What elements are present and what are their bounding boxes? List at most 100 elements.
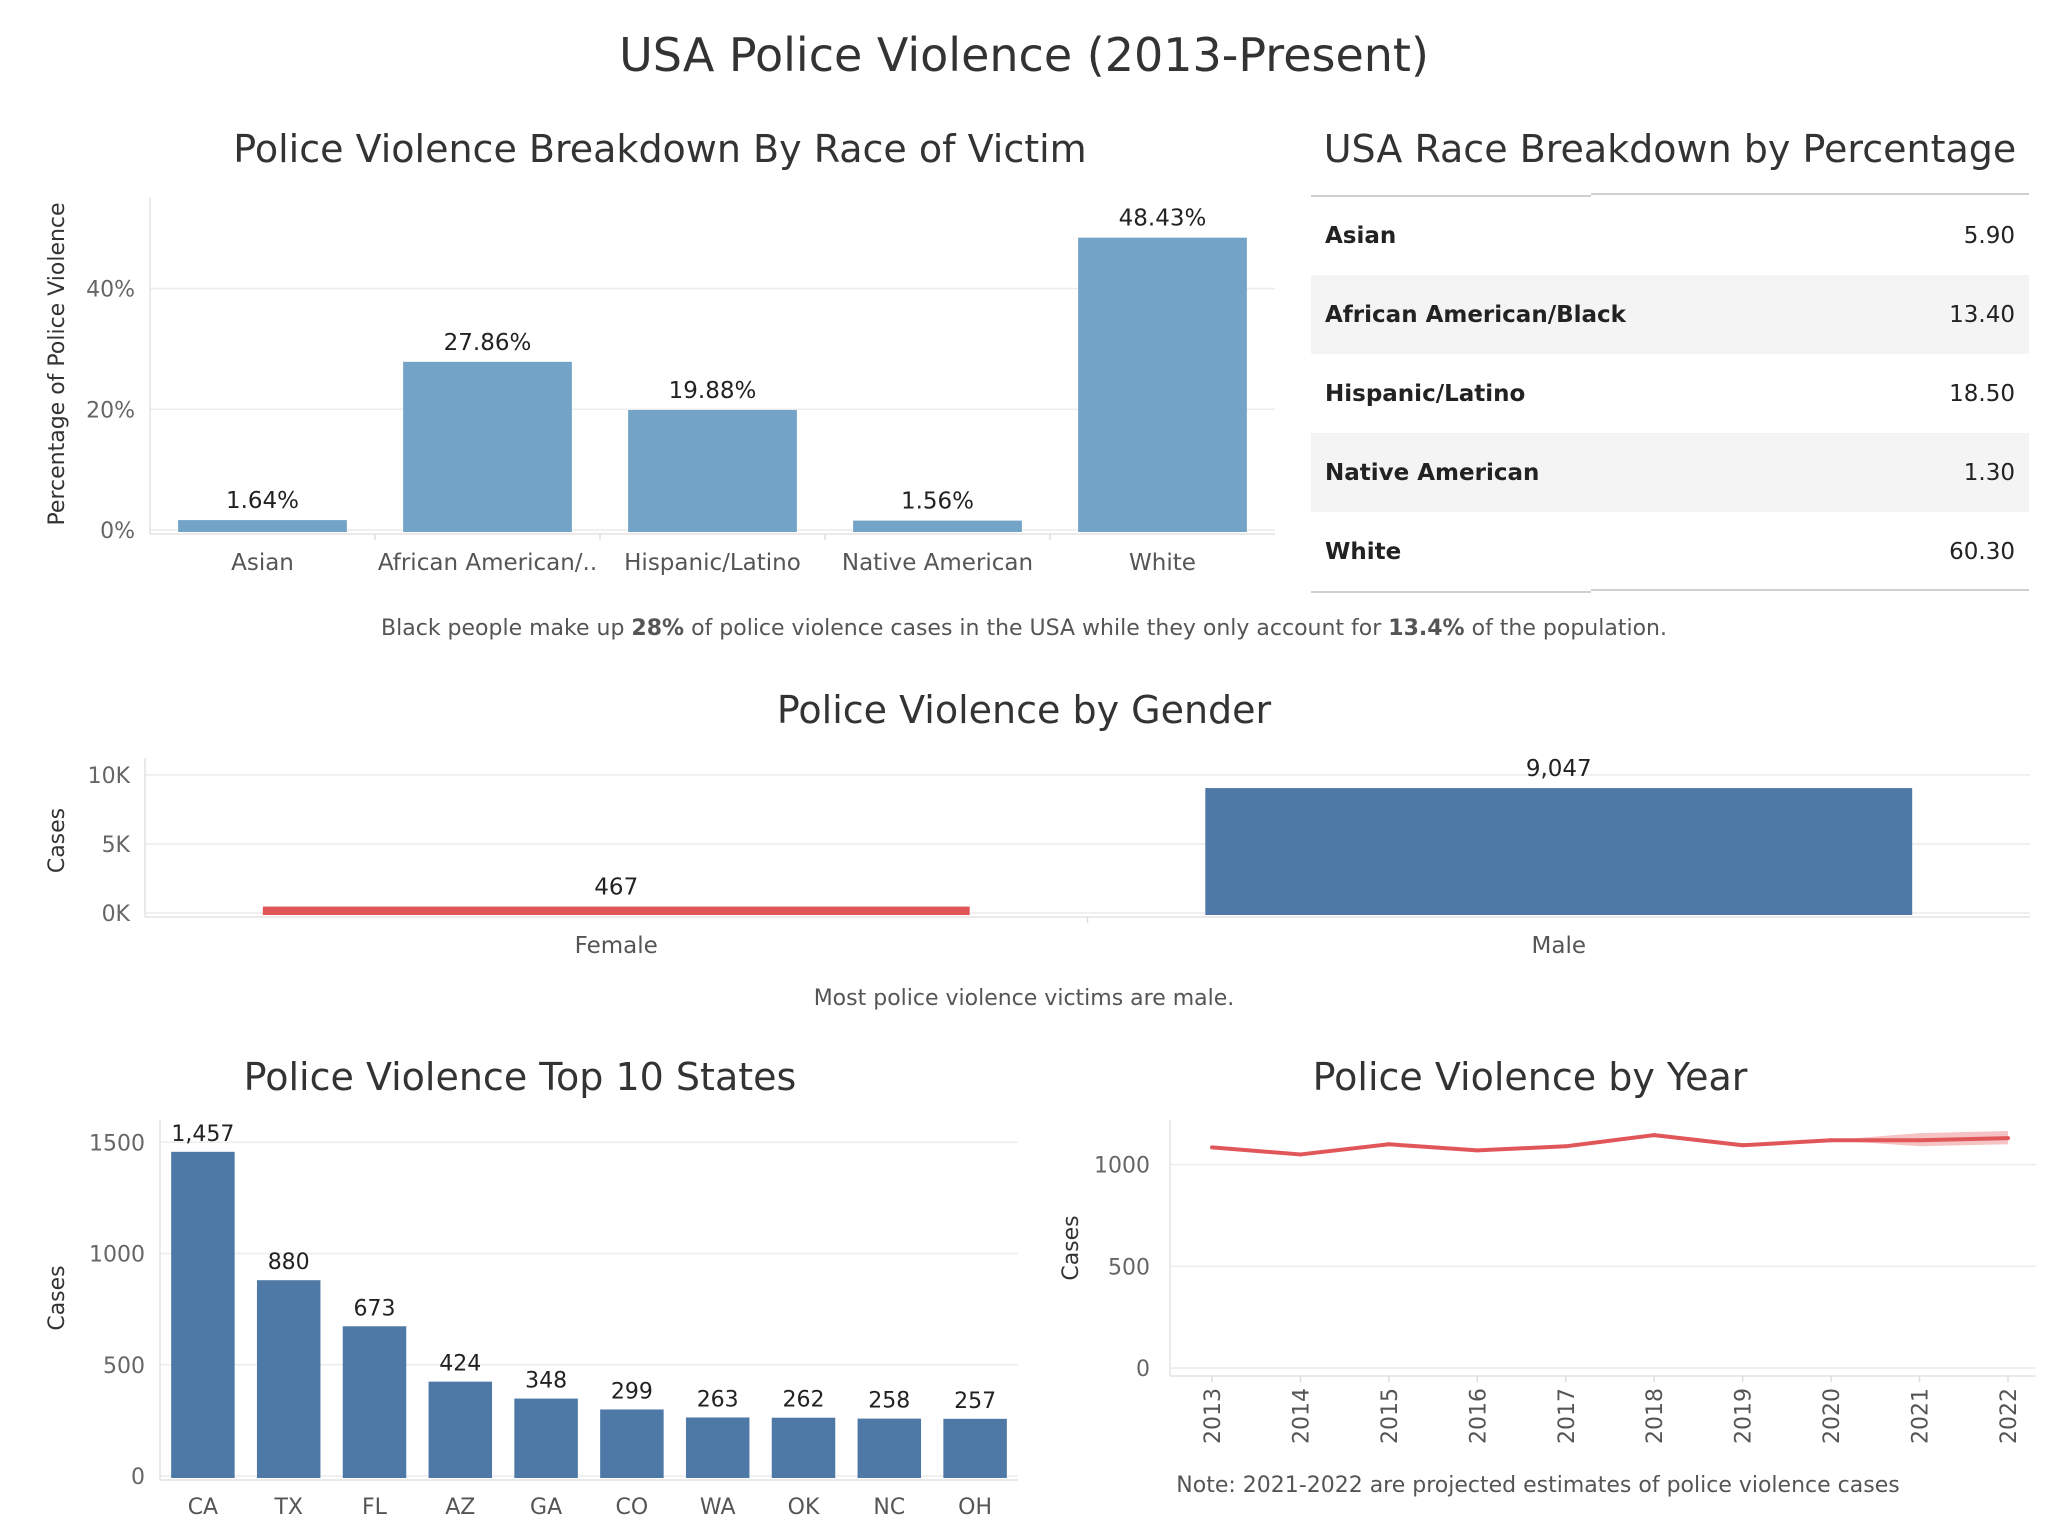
year-y-axis-label: Cases (1059, 1215, 1084, 1280)
states-bar-value-label: 263 (697, 1387, 739, 1412)
race-table-bottom-divider-left (1311, 591, 1591, 593)
states-bar-value-label: 262 (783, 1388, 825, 1413)
race-table-value: 1.30 (1963, 459, 2015, 486)
states-bar-value-label: 1,457 (171, 1122, 234, 1147)
race-table-name: Hispanic/Latino (1325, 380, 1526, 407)
race-bar-value-label: 1.56% (901, 489, 974, 515)
year-x-tick-label: 2016 (1466, 1388, 1491, 1444)
year-data-point (1740, 1143, 1745, 1148)
states-bar-value-label: 348 (525, 1369, 567, 1394)
states-y-tick-label: 1000 (89, 1243, 145, 1268)
dashboard-title: USA Police Violence (2013-Present) (619, 28, 1429, 82)
year-data-point (1917, 1138, 1922, 1143)
states-bar (514, 1398, 578, 1478)
race-note-pre: Black people make up (381, 616, 632, 641)
year-x-tick-label: 2021 (1909, 1388, 1934, 1444)
race-table-value: 5.90 (1963, 222, 2015, 249)
race-note: Black people make up 28% of police viole… (0, 616, 2048, 641)
race-bar (1078, 237, 1247, 532)
race-table-name: Asian (1325, 222, 1397, 249)
states-bar-value-label: 299 (611, 1379, 653, 1404)
states-y-tick-label: 500 (103, 1354, 145, 1379)
race-note-mid: of police violence cases in the USA whil… (684, 616, 1389, 641)
race-bar (403, 361, 572, 532)
year-x-tick-label: 2018 (1643, 1388, 1668, 1444)
states-bar (685, 1417, 750, 1478)
race-y-tick-label: 40% (86, 278, 135, 303)
race-y-tick-label: 0% (100, 519, 135, 544)
year-x-tick-label: 2014 (1289, 1388, 1314, 1444)
race-x-tick-label: African American/.. (378, 550, 597, 576)
race-note-post: of the population. (1464, 616, 1667, 641)
states-bar (771, 1417, 836, 1478)
year-data-point (1298, 1152, 1303, 1157)
year-x-tick-label: 2019 (1732, 1388, 1757, 1444)
gender-chart-title: Police Violence by Gender (776, 688, 1272, 732)
gender-x-tick-label: Female (575, 933, 658, 959)
year-data-point (2006, 1136, 2010, 1141)
race-table-name: Native American (1325, 459, 1540, 486)
race-table-row: White 60.30 (1311, 512, 2029, 591)
race-table-name: White (1325, 538, 1402, 565)
race-table-title: USA Race Breakdown by Percentage (1323, 127, 2017, 171)
states-bar (600, 1409, 664, 1478)
race-table: Asian 5.90 African American/Black 13.40 … (1311, 196, 2029, 591)
year-x-tick-label: 2013 (1201, 1388, 1226, 1444)
states-x-tick-label: OH (958, 1495, 992, 1520)
states-bar (428, 1381, 493, 1478)
states-bar-chart: 0 500 1000 1500 1,457 CA 880 TX 673 FL 424 AZ 348 GA 2… (45, 1120, 1018, 1520)
states-bar-value-label: 880 (268, 1250, 310, 1275)
states-x-tick-label: OK (788, 1495, 820, 1520)
year-y-tick-label: 1000 (1094, 1154, 1150, 1179)
race-bar-value-label: 48.43% (1119, 206, 1207, 232)
gender-y-tick-label: 5K (102, 833, 131, 858)
year-data-point (1386, 1142, 1391, 1147)
race-table-row: Native American 1.30 (1311, 433, 2029, 512)
year-note: Note: 2021-2022 are projected estimates … (1176, 1473, 1900, 1498)
race-bar-value-label: 19.88% (669, 378, 757, 404)
race-bar (178, 520, 347, 532)
states-bar (943, 1418, 1007, 1478)
year-data-point (1829, 1138, 1834, 1143)
race-table-top-divider-left (1311, 195, 1591, 197)
race-table-bottom-divider-right (1591, 589, 2029, 591)
race-y-tick-label: 20% (86, 398, 135, 423)
states-bar-value-label: 257 (954, 1389, 996, 1414)
race-x-tick-label: Asian (231, 550, 294, 576)
gender-bar (1205, 788, 1913, 915)
states-x-tick-label: TX (273, 1495, 303, 1520)
states-x-tick-label: FL (362, 1495, 388, 1520)
states-bar-value-label: 424 (439, 1352, 481, 1377)
states-x-tick-label: CA (188, 1495, 218, 1520)
gender-y-tick-label: 10K (88, 764, 131, 789)
race-y-axis-label: Percentage of Police Violence (45, 202, 70, 525)
states-bar (256, 1280, 321, 1478)
race-table-row: Asian 5.90 (1311, 196, 2029, 275)
year-y-tick-label: 500 (1108, 1255, 1150, 1280)
year-data-point (1652, 1133, 1657, 1138)
race-note-bold-pop: 13.4% (1388, 616, 1465, 641)
race-note-bold-pct: 28% (631, 616, 685, 641)
year-x-tick-label: 2017 (1555, 1388, 1580, 1444)
gender-bar-value-label: 467 (594, 875, 638, 901)
gender-bar-value-label: 9,047 (1526, 756, 1592, 782)
race-x-tick-label: Hispanic/Latino (624, 550, 801, 576)
race-bar-value-label: 27.86% (444, 330, 532, 356)
year-data-point (1563, 1144, 1568, 1149)
year-data-point (1475, 1148, 1480, 1153)
states-x-tick-label: NC (873, 1495, 905, 1520)
race-bar (628, 409, 797, 532)
race-bar (853, 520, 1022, 532)
year-x-tick-label: 2020 (1820, 1388, 1845, 1444)
race-bar-value-label: 1.64% (226, 488, 299, 514)
states-bar-value-label: 258 (868, 1389, 910, 1414)
gender-x-tick-label: Male (1532, 933, 1586, 959)
gender-bar-chart: 0K 5K 10K 467 Female 9,047 Male Cases (45, 756, 2030, 959)
states-y-tick-label: 1500 (89, 1131, 145, 1156)
states-x-tick-label: WA (700, 1495, 736, 1520)
states-y-axis-label: Cases (45, 1265, 70, 1330)
gender-y-tick-label: 0K (102, 902, 131, 927)
year-chart-title: Police Violence by Year (1312, 1055, 1748, 1099)
race-bar-chart: 0% 20% 40% 1.64% Asian 27.86% African American… (45, 198, 1275, 576)
race-table-value: 13.40 (1949, 301, 2015, 328)
